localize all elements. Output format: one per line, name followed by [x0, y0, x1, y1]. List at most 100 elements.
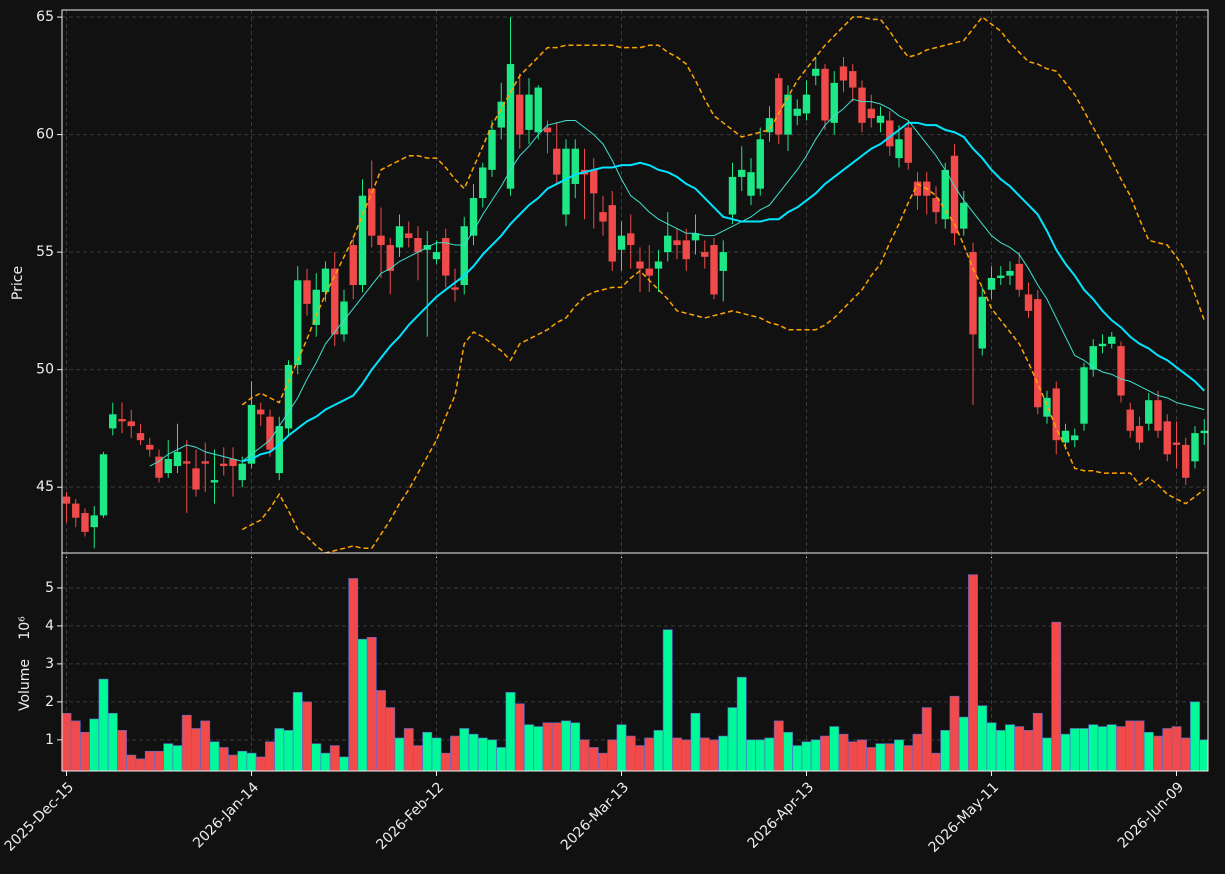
volume-bar: [218, 747, 229, 771]
plot-area: [62, 10, 1208, 553]
candle-body: [1024, 294, 1033, 311]
candle-body: [1098, 343, 1107, 347]
y-axis-label: Volume: [17, 659, 33, 711]
candle-body: [442, 238, 450, 276]
candle-body: [1154, 400, 1162, 431]
volume-bar: [524, 724, 534, 771]
volume-bar: [320, 752, 331, 771]
candle-body: [451, 287, 459, 290]
volume-bar: [1143, 731, 1154, 771]
volume-bar: [829, 726, 840, 771]
candle-body: [275, 426, 283, 474]
volume-bar: [228, 754, 238, 771]
volume-bar: [542, 722, 553, 771]
y-axis-label: Price: [10, 266, 26, 300]
candle-body: [1200, 430, 1208, 434]
candle-body: [728, 176, 737, 215]
candle-body: [1108, 336, 1116, 344]
volume-bar: [1069, 728, 1080, 771]
candle-body: [747, 172, 755, 196]
candle-body: [183, 461, 191, 464]
candle-body: [599, 212, 607, 222]
candle-body: [377, 235, 385, 246]
volume-bar: [163, 743, 174, 771]
volume-bar: [958, 716, 969, 771]
candle-body: [673, 240, 681, 246]
candle-body: [932, 198, 940, 213]
volume-bar: [903, 745, 914, 771]
candle-body: [1015, 263, 1023, 290]
candle-body: [719, 252, 727, 271]
volume-bar: [385, 707, 396, 771]
volume-bar: [514, 703, 525, 771]
volume-bar: [968, 574, 978, 771]
candle-body: [839, 66, 848, 81]
volume-bar: [635, 745, 645, 771]
volume-bar: [135, 758, 146, 771]
candle-body: [830, 82, 838, 123]
candle-body: [1145, 400, 1153, 424]
volume-bar: [588, 747, 599, 771]
candle-body: [469, 198, 478, 236]
candle-body: [90, 515, 98, 528]
volume-bar: [144, 750, 155, 771]
candle-body: [701, 252, 709, 257]
volume-bar: [718, 735, 729, 771]
volume-bar: [191, 728, 201, 771]
volume-bar: [949, 695, 960, 771]
volume-bar: [875, 743, 886, 771]
candle-body: [987, 277, 996, 290]
volume-bar: [977, 705, 988, 771]
candle-body: [627, 233, 635, 246]
candle-body: [969, 252, 977, 335]
candle-body: [608, 205, 616, 262]
volume-bar: [672, 737, 682, 771]
candle-body: [1034, 299, 1042, 408]
y-tick-label: 1: [45, 732, 54, 748]
candle-body: [1172, 442, 1181, 445]
x-tick-label: 2026-Feb-12: [373, 779, 447, 853]
volume-bar: [894, 739, 904, 771]
candle-body: [220, 463, 228, 467]
candle-body: [460, 226, 468, 286]
volume-bar: [329, 745, 340, 771]
y-tick-label: 55: [36, 244, 54, 260]
candle-body: [876, 115, 885, 123]
candle-body: [257, 409, 265, 415]
candle-body: [738, 169, 746, 177]
volume-bar: [366, 637, 377, 771]
volume-bar: [681, 739, 692, 771]
candle-body: [1043, 397, 1051, 417]
panel-frame: [61, 552, 1209, 772]
candle-body: [904, 127, 912, 163]
volume-bar: [1116, 726, 1126, 771]
volume-bar: [1134, 720, 1145, 771]
volume-bar: [62, 712, 72, 771]
candle-body: [1052, 388, 1060, 441]
candle-body: [886, 120, 894, 147]
volume-bar: [468, 733, 479, 771]
volume-bar: [348, 578, 359, 771]
candle-body: [821, 68, 829, 121]
candle-body: [312, 289, 320, 325]
candle-body: [516, 94, 524, 135]
volume-bar: [431, 737, 442, 771]
volume-bar: [699, 737, 710, 771]
plot-area: [62, 553, 1208, 771]
volume-bar: [403, 728, 414, 771]
candle-body: [756, 139, 764, 189]
volume-bar: [292, 692, 303, 771]
candle-body: [1080, 367, 1088, 424]
volume-bar: [255, 756, 266, 771]
volume-bar: [98, 678, 109, 771]
candle-body: [340, 301, 348, 335]
candle-body: [1126, 409, 1134, 431]
candle-body: [960, 202, 968, 229]
volume-bar: [986, 722, 997, 771]
volume-bar: [1042, 737, 1052, 771]
volume-bar: [838, 733, 849, 771]
volume-bar: [912, 733, 923, 771]
candle-body: [553, 148, 561, 175]
